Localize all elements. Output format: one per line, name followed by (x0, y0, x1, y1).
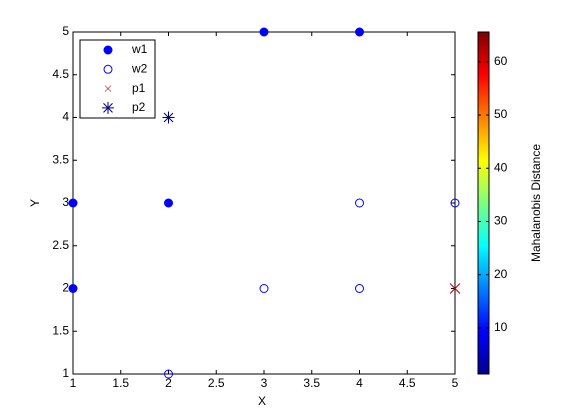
legend-label: p2 (132, 100, 146, 114)
colorbar (477, 31, 490, 375)
point (164, 369, 173, 379)
x-tick-label: 1.5 (112, 376, 129, 390)
x-tick-label: 4 (356, 376, 363, 390)
legend-marker (103, 45, 113, 55)
x-tick-label: 3.5 (303, 376, 320, 390)
point (355, 27, 364, 37)
y-tick-label: 5 (62, 24, 69, 38)
point (162, 111, 175, 124)
y-axis-label: Y (28, 199, 42, 207)
legend-marker (102, 101, 114, 114)
point (259, 27, 269, 37)
point (68, 198, 78, 208)
point (164, 198, 173, 208)
point (68, 284, 78, 293)
colorbar-tick-label: 60 (494, 54, 508, 68)
x-tick-label: 4.5 (399, 376, 416, 390)
colorbar-tick-label: 40 (494, 160, 508, 174)
x-axis-label: X (258, 394, 266, 408)
colorbar-label: Mahalanobis Distance (529, 144, 543, 262)
colorbar-tick-label: 20 (494, 267, 508, 281)
point (355, 284, 364, 293)
colorbar-tick-label: 50 (494, 107, 508, 121)
x-tick-label: 2 (165, 376, 172, 390)
point (450, 198, 460, 208)
colorbar-tick-label: 10 (494, 320, 508, 334)
point (449, 283, 461, 294)
x-tick-label: 5 (452, 376, 459, 390)
y-tick-label: 3.5 (52, 152, 69, 166)
x-tick-label: 3 (261, 376, 268, 390)
x-tick-label: 1 (70, 376, 77, 390)
point (355, 198, 364, 208)
legend-marker (103, 64, 113, 74)
y-tick-label: 2 (62, 281, 69, 295)
y-tick-label: 3 (62, 195, 69, 209)
x-tick-label: 2.5 (208, 376, 225, 390)
legend-marker (104, 85, 112, 92)
legend (79, 39, 156, 119)
legend-label: p1 (132, 81, 146, 95)
y-tick-label: 1 (62, 366, 69, 380)
legend-label: w2 (131, 61, 148, 75)
point (259, 284, 269, 293)
y-tick-label: 4.5 (52, 67, 69, 81)
y-tick-label: 2.5 (52, 238, 69, 252)
y-tick-label: 1.5 (52, 323, 69, 337)
legend-label: w1 (131, 42, 148, 56)
colorbar-tick-label: 30 (494, 214, 508, 228)
y-tick-label: 4 (62, 110, 69, 124)
